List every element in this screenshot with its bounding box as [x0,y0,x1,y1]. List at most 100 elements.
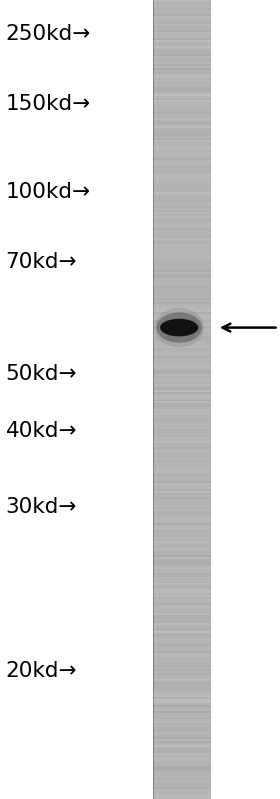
Bar [153,427,211,430]
Bar [153,348,211,350]
Bar [153,534,211,535]
Bar [153,198,211,200]
Bar [153,264,211,265]
Bar [153,675,211,677]
Bar [153,56,211,58]
Bar [153,140,211,142]
Bar [153,723,211,725]
Bar [153,710,211,711]
Bar [153,763,211,765]
Bar [153,62,211,64]
Bar [153,773,211,775]
Bar [153,643,211,646]
Bar [153,74,211,76]
Bar [153,98,211,100]
Bar [153,649,211,651]
Bar [153,781,211,783]
Bar [153,137,211,140]
Bar [153,352,211,353]
Bar [153,705,211,707]
Bar [153,380,211,381]
Bar [153,244,211,245]
Bar [153,100,211,101]
Bar [153,789,211,791]
Bar [153,10,211,12]
Bar [153,463,211,465]
Bar [153,304,211,305]
Bar [153,0,211,2]
Bar [153,663,211,665]
Bar [153,48,211,50]
Text: 20kd→: 20kd→ [6,661,77,682]
Bar [153,467,211,469]
Bar [153,694,211,695]
Bar [153,389,211,392]
Bar [153,731,211,733]
Bar [153,609,211,611]
Bar [153,200,211,201]
Bar [153,566,211,567]
Bar [153,423,211,425]
Bar [153,397,211,400]
Bar [153,439,211,441]
Bar [153,729,211,731]
Bar [153,222,211,224]
Bar [153,208,211,209]
Bar [153,326,211,328]
Bar [153,342,211,344]
Bar [153,30,211,32]
Bar [153,230,211,232]
Bar [153,419,211,422]
Bar [153,654,211,655]
Bar [153,745,211,747]
Bar [153,673,211,675]
Bar [153,377,211,380]
Bar [153,276,211,277]
Bar [153,487,211,489]
Bar [153,40,211,42]
Text: 250kd→: 250kd→ [6,23,91,44]
Bar [153,511,211,513]
Bar [153,176,211,177]
Bar [153,400,211,401]
Bar [153,273,211,276]
Bar [153,156,211,158]
Bar [153,417,211,419]
Bar [153,225,211,228]
Bar [153,285,211,288]
Bar [153,217,211,220]
Bar [153,785,211,787]
Bar [153,603,211,606]
Bar [153,228,211,229]
Bar [153,527,211,529]
Bar [153,345,211,348]
Bar [153,293,211,296]
Bar [153,369,211,372]
Bar [153,52,211,54]
Bar [153,486,211,487]
Bar [153,82,211,84]
Bar [153,775,211,777]
Bar [153,497,211,499]
Bar [153,606,211,607]
Bar [153,646,211,647]
Bar [153,136,211,137]
Bar [153,787,211,789]
Bar [153,384,211,385]
Bar [153,132,211,133]
Bar [153,93,211,96]
Bar [153,446,211,447]
Bar [153,8,211,10]
Bar [153,340,211,342]
Bar [153,356,211,358]
Bar [153,665,211,667]
Bar [153,88,211,89]
Bar [153,265,211,268]
Bar [153,510,211,511]
Bar [153,558,211,559]
Bar [153,305,211,308]
Bar [153,537,211,539]
Bar [153,6,211,8]
Bar [153,60,211,62]
Bar [153,0,154,799]
